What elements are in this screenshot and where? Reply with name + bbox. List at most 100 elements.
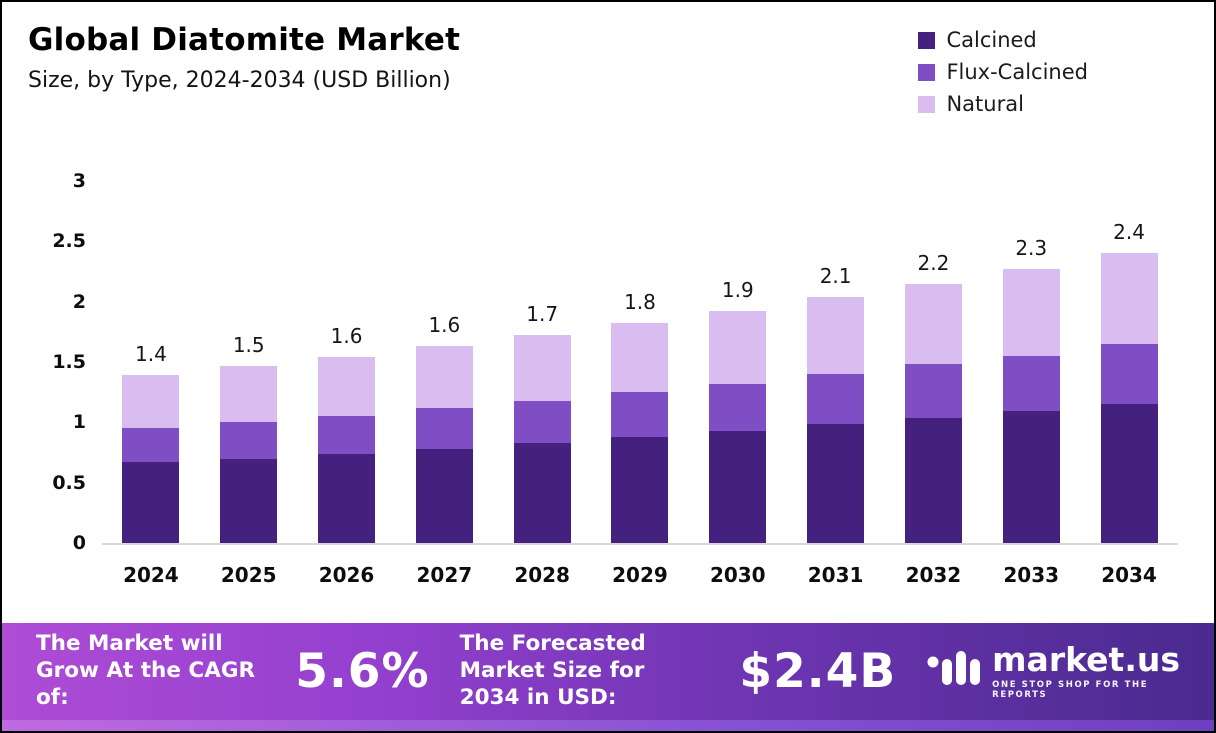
x-axis-label: 2029 [612, 563, 668, 587]
stacked-bar [904, 283, 962, 543]
bar-segment-calcined [807, 423, 865, 543]
bar-segment-natural [611, 323, 669, 393]
x-axis-label: 2024 [123, 563, 179, 587]
stacked-bar [1002, 269, 1060, 543]
stacked-bar [1100, 253, 1158, 543]
bar-segment-flux-calcined [1002, 355, 1060, 412]
x-axis-label: 2028 [514, 563, 570, 587]
y-axis-tick: 2.5 [52, 230, 86, 253]
y-axis-tick: 2 [72, 290, 86, 313]
legend-swatch-icon [918, 63, 936, 81]
bar-segment-flux-calcined [513, 400, 571, 443]
stacked-bar [318, 357, 376, 543]
bar-segment-natural [122, 375, 180, 429]
bar-group-2030: 1.9 2030 [689, 181, 787, 587]
bar-total-label: 2.2 [917, 250, 950, 275]
bar-group-2032: 2.2 2032 [885, 181, 983, 587]
bar-segment-calcined [904, 417, 962, 543]
legend-item-natural: Natural [918, 92, 1088, 116]
bar-segment-calcined [709, 430, 767, 543]
bar-total-label: 1.4 [135, 342, 167, 367]
stacked-bar [611, 323, 669, 543]
bar-segment-natural [904, 283, 962, 365]
brand-tagline: ONE STOP SHOP FOR THE REPORTS [992, 680, 1149, 700]
bar-group-2029: 1.8 2029 [591, 181, 689, 587]
bar-segment-flux-calcined [1100, 343, 1158, 405]
bar-segment-natural [513, 335, 571, 401]
bar-segment-natural [220, 365, 278, 423]
bar-segment-natural [415, 346, 473, 408]
bar-segment-natural [1002, 269, 1060, 356]
bar-segment-calcined [1100, 404, 1158, 543]
x-axis-label: 2033 [1003, 563, 1060, 587]
bar-total-label: 1.9 [721, 278, 754, 303]
legend-item-calcined: Calcined [918, 28, 1088, 52]
x-axis-label: 2034 [1101, 563, 1157, 587]
x-axis-label: 2025 [220, 563, 277, 587]
x-axis-label: 2031 [807, 563, 864, 587]
y-axis-tick: 1 [72, 411, 86, 434]
cagr-value: 5.6% [295, 644, 430, 699]
bar-group-2024: 1.4 2024 [102, 181, 200, 587]
brand-name: market.us [992, 640, 1180, 679]
bar-group-2034: 2.4 2034 [1080, 181, 1178, 587]
marketus-icon [926, 649, 982, 695]
bar-group-2026: 1.6 2026 [298, 181, 396, 587]
legend: Calcined Flux-Calcined Natural [918, 22, 1088, 116]
bar-segment-natural [709, 311, 767, 384]
bar-segment-calcined [415, 448, 473, 543]
bar-total-label: 1.8 [624, 290, 656, 315]
bar-total-label: 2.4 [1113, 220, 1145, 245]
bar-total-label: 1.6 [330, 324, 363, 349]
brand-logo: market.us ONE STOP SHOP FOR THE REPORTS [926, 643, 1180, 700]
legend-label: Calcined [946, 28, 1037, 52]
legend-label: Natural [946, 92, 1024, 116]
x-axis-label: 2027 [416, 563, 473, 587]
legend-swatch-icon [918, 31, 936, 49]
bar-segment-flux-calcined [709, 383, 767, 431]
bar-segment-natural [807, 296, 865, 375]
bar-total-label: 1.7 [526, 302, 559, 327]
bar-segment-flux-calcined [611, 392, 669, 437]
brand-text: market.us ONE STOP SHOP FOR THE REPORTS [992, 643, 1180, 700]
x-axis-label: 2030 [709, 563, 766, 587]
stacked-bar [122, 375, 180, 543]
legend-swatch-icon [918, 95, 936, 113]
stacked-bar [807, 296, 865, 543]
title-block: Global Diatomite Market Size, by Type, 2… [28, 22, 460, 93]
stacked-bar [220, 365, 278, 544]
footer-strip [2, 720, 1214, 731]
bar-segment-flux-calcined [318, 416, 376, 454]
y-axis-tick: 1.5 [52, 351, 86, 373]
bar-group-2033: 2.3 2033 [982, 181, 1080, 587]
bar-total-label: 2.1 [819, 263, 852, 288]
bars: 1.4 2024 1.5 2025 1.6 2026 1.6 2027 1.7 2028 1.8 20… [102, 181, 1178, 587]
legend-item-flux-calcined: Flux-Calcined [918, 60, 1088, 84]
legend-label: Flux-Calcined [946, 60, 1088, 84]
bar-segment-natural [318, 357, 376, 417]
y-axis-tick: 0 [72, 532, 86, 554]
bar-segment-calcined [513, 442, 571, 543]
plot-area: 1.4 2024 1.5 2025 1.6 2026 1.6 2027 1.7 2028 1.8 20… [52, 170, 1178, 587]
page-title: Global Diatomite Market [28, 22, 461, 58]
bar-segment-flux-calcined [415, 407, 473, 449]
cagr-label: The Market will Grow At the CAGR of: [36, 631, 256, 710]
bar-segment-flux-calcined [220, 422, 278, 459]
forecast-label: The Forecasted Market Size for 2034 in U… [459, 631, 646, 710]
y-axis-tick: 0.5 [52, 471, 86, 494]
bar-segment-calcined [1002, 411, 1060, 543]
x-axis-label: 2026 [318, 563, 375, 587]
forecast-value: $2.4B [739, 644, 897, 699]
footer-banner: The Market will Grow At the CAGR of: 5.6… [2, 623, 1214, 720]
bar-segment-calcined [122, 462, 180, 543]
bar-group-2028: 1.7 2028 [493, 181, 591, 587]
page-subtitle: Size, by Type, 2024-2034 (USD Billion) [28, 68, 451, 93]
bar-segment-flux-calcined [904, 364, 962, 418]
bar-total-label: 2.3 [1015, 236, 1048, 261]
bar-total-label: 1.5 [232, 332, 265, 357]
x-axis-label: 2032 [905, 563, 962, 587]
bar-group-2025: 1.5 2025 [200, 181, 298, 587]
stacked-bar [709, 311, 767, 543]
stacked-bar [513, 335, 571, 543]
